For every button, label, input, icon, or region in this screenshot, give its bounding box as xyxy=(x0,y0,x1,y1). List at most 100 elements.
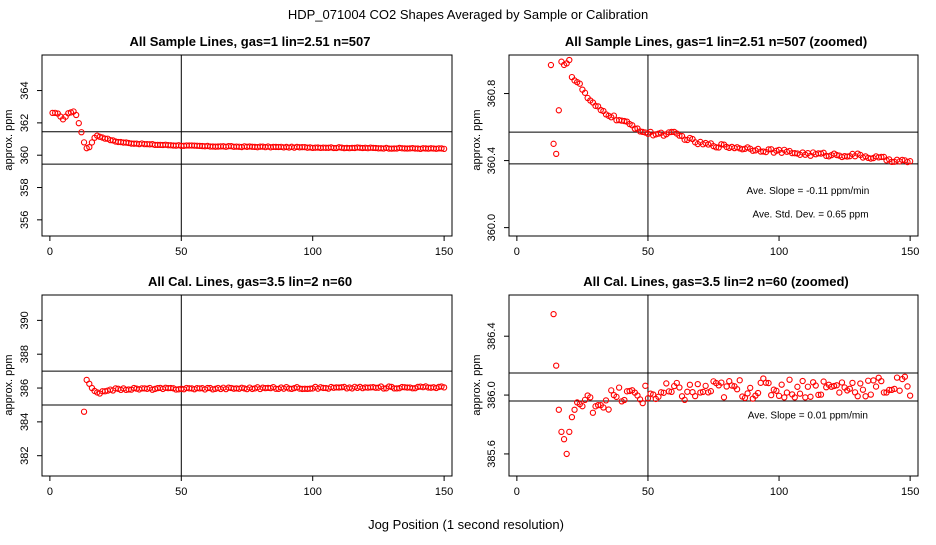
data-point xyxy=(380,385,387,392)
data-point xyxy=(846,385,853,392)
panel-3-title: All Cal. Lines, gas=3.5 lin=2 n=60 xyxy=(148,274,352,289)
panel-2: All Sample Lines, gas=1 lin=2.51 n=507 (… xyxy=(471,34,919,258)
data-point xyxy=(581,396,589,404)
data-point xyxy=(768,392,775,399)
y-tick-label: 360.4 xyxy=(486,147,498,175)
data-point xyxy=(621,117,628,125)
data-point xyxy=(901,373,909,380)
data-point xyxy=(566,56,573,64)
data-point xyxy=(857,380,864,387)
data-point xyxy=(615,384,623,391)
data-point xyxy=(762,379,770,386)
annotation: Ave. Std. Dev. = 0.65 ppm xyxy=(752,210,868,221)
data-point xyxy=(891,385,898,393)
data-point xyxy=(744,390,751,397)
plot-frame xyxy=(41,294,453,477)
annotation: Ave. Slope = -0.11 ppm/min xyxy=(747,186,870,197)
data-point xyxy=(720,394,728,401)
data-point xyxy=(718,379,725,386)
data-point xyxy=(817,150,825,157)
data-point xyxy=(610,112,618,119)
data-point xyxy=(608,387,615,394)
data-point xyxy=(558,428,565,436)
data-point xyxy=(563,450,570,458)
data-point xyxy=(778,381,785,388)
x-tick-label: 100 xyxy=(304,486,322,498)
data-point xyxy=(80,139,88,146)
data-point xyxy=(844,153,851,160)
data-point xyxy=(836,389,843,396)
x-tick-label: 0 xyxy=(514,486,520,498)
data-point xyxy=(718,141,725,148)
data-point xyxy=(820,378,827,385)
data-point xyxy=(878,377,885,385)
panel-2-ylabel: approx. ppm xyxy=(471,109,483,170)
data-point xyxy=(385,383,393,390)
figure-title: HDP_071004 CO2 Shapes Averaged by Sample… xyxy=(288,7,648,22)
x-tick-label: 100 xyxy=(770,486,788,498)
data-point xyxy=(815,391,822,399)
y-tick-label: 360.8 xyxy=(486,80,498,108)
data-point xyxy=(639,399,646,407)
data-point xyxy=(691,392,699,400)
panel-1-title: All Sample Lines, gas=1 lin=2.51 n=507 xyxy=(130,34,371,49)
data-point xyxy=(568,413,576,421)
data-point xyxy=(560,436,568,443)
y-tick-label: 358 xyxy=(19,178,31,196)
figure-xlabel: Jog Position (1 second resolution) xyxy=(368,517,564,532)
data-point xyxy=(906,392,914,399)
x-tick-label: 100 xyxy=(770,246,788,258)
data-point xyxy=(775,392,783,399)
data-point xyxy=(288,385,295,393)
data-point xyxy=(867,155,874,162)
data-point xyxy=(760,148,767,155)
data-point xyxy=(867,391,874,398)
y-tick-label: 364 xyxy=(19,81,31,99)
data-point xyxy=(51,109,59,116)
data-point xyxy=(739,146,746,153)
plot-frame xyxy=(508,294,919,477)
data-point xyxy=(665,388,673,395)
data-point xyxy=(799,377,806,385)
data-point xyxy=(765,146,772,153)
data-point xyxy=(865,377,872,384)
data-point xyxy=(880,389,888,396)
data-point xyxy=(438,145,445,152)
panel-2-title: All Sample Lines, gas=1 lin=2.51 n=507 (… xyxy=(565,34,867,49)
data-point xyxy=(639,128,646,136)
data-point xyxy=(566,428,573,436)
y-tick-label: 390 xyxy=(19,311,31,329)
x-tick-label: 150 xyxy=(435,246,453,258)
panel-3-ylabel: approx. ppm xyxy=(3,354,15,415)
data-point xyxy=(833,382,840,389)
data-point xyxy=(878,153,885,161)
data-point xyxy=(631,125,638,132)
data-point xyxy=(728,382,736,389)
panel-3: All Cal. Lines, gas=3.5 lin=2 n=60 appro… xyxy=(3,274,453,498)
data-point xyxy=(859,386,867,393)
data-point xyxy=(712,144,720,151)
data-point xyxy=(702,382,709,390)
y-tick-label: 362 xyxy=(19,114,31,132)
data-point xyxy=(550,310,557,318)
x-tick-label: 150 xyxy=(901,246,919,258)
data-point xyxy=(88,139,96,146)
data-point xyxy=(694,380,701,388)
data-point xyxy=(678,393,686,400)
data-point xyxy=(765,379,772,387)
y-tick-label: 386.4 xyxy=(486,322,498,350)
data-point xyxy=(602,397,610,404)
data-point xyxy=(621,396,628,404)
x-tick-label: 50 xyxy=(175,246,187,258)
data-point xyxy=(893,374,901,381)
x-tick-label: 0 xyxy=(514,246,520,258)
y-tick-label: 386 xyxy=(19,379,31,397)
x-tick-label: 150 xyxy=(435,486,453,498)
data-point xyxy=(773,387,780,394)
data-point xyxy=(807,393,814,400)
data-point xyxy=(888,158,895,166)
data-point xyxy=(741,394,749,402)
data-point xyxy=(899,156,906,164)
data-point xyxy=(862,393,869,400)
